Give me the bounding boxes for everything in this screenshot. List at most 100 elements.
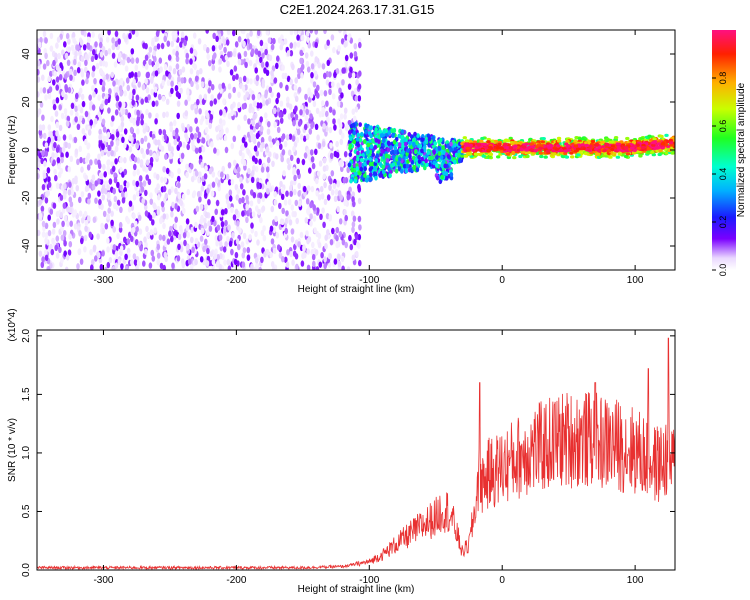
spectrogram-cell xyxy=(38,250,43,257)
spectrogram-cell xyxy=(503,142,508,146)
spectrogram-cell xyxy=(204,238,208,245)
spectrogram-cell xyxy=(170,80,174,87)
spectrogram-cell xyxy=(580,137,585,141)
spectrogram-cell xyxy=(68,196,73,203)
colorbar-tick-label: 0.8 xyxy=(718,72,728,85)
spectrogram-cell xyxy=(208,60,212,67)
spectrogram-cell xyxy=(265,188,270,195)
spectrogram-cell xyxy=(228,240,233,247)
spectrogram-cell xyxy=(106,246,110,253)
spectrogram-cell xyxy=(309,220,313,227)
spectrogram-cell xyxy=(238,76,243,84)
spectrogram-cell xyxy=(199,203,204,211)
spectrogram-cell xyxy=(133,259,138,266)
spectrogram-cell xyxy=(297,72,301,80)
spectrogram-cell xyxy=(237,124,241,131)
spectrogram-cell xyxy=(107,30,111,36)
spectrogram-cell xyxy=(351,254,356,261)
spectrogram-cell xyxy=(180,152,185,159)
spectrogram-cell xyxy=(53,168,57,176)
spectrogram-cell xyxy=(402,163,407,169)
spectrogram-cell xyxy=(93,78,97,85)
spectrogram-cell xyxy=(375,153,380,159)
spectrogram-cell xyxy=(145,108,149,116)
spectrogram-cell xyxy=(227,179,232,186)
spectrogram-cell xyxy=(220,209,225,216)
spectrogram-cell xyxy=(58,74,63,81)
spectrogram-cell xyxy=(319,185,324,193)
spectrogram-cell xyxy=(320,100,325,107)
spectrogram-cell xyxy=(374,138,379,143)
spectrogram-cell xyxy=(126,181,130,188)
spectrogram-cell xyxy=(307,87,311,94)
spectrogram-cell xyxy=(140,113,144,120)
spectrogram-cell xyxy=(391,133,395,139)
spectrogram-cell xyxy=(113,172,117,179)
spectrogram-cell xyxy=(210,190,215,197)
spectrogram-cell xyxy=(156,243,161,251)
spectrogram-cell xyxy=(547,145,552,149)
spectrogram-cell xyxy=(311,253,316,261)
spectrogram-cell xyxy=(90,264,94,270)
spectrogram-cell xyxy=(74,105,78,113)
spectrogram-cell xyxy=(108,178,113,185)
spectrogram-cell xyxy=(114,158,118,165)
spectrogram-cell xyxy=(79,258,84,265)
spectrogram-cell xyxy=(573,144,579,148)
spectrogram-cell xyxy=(569,151,574,155)
spectrogram-cell xyxy=(299,57,303,64)
spectrogram-cell xyxy=(40,193,45,201)
spectrogram-cell xyxy=(306,148,311,155)
spectrogram-cell xyxy=(382,138,386,143)
spectrogram-cell xyxy=(356,241,360,248)
spectrogram-cell xyxy=(286,96,290,103)
spectrogram-cell xyxy=(94,158,98,165)
spectrogram-cell xyxy=(326,194,331,201)
spectrogram-cell xyxy=(98,128,102,136)
spectrogram-cell xyxy=(349,178,353,184)
spectrogram-cell xyxy=(647,134,652,138)
spectrogram-cell xyxy=(41,220,46,228)
spectrogram-cell xyxy=(241,103,246,110)
spectrogram-cell xyxy=(255,262,259,269)
spectrogram-cell xyxy=(66,220,70,227)
spectrogram-cell xyxy=(348,72,352,79)
spectrogram-cell xyxy=(118,226,123,233)
spectrogram-cell xyxy=(297,241,301,248)
spectrogram-cell xyxy=(211,64,216,71)
spectrogram-cell xyxy=(149,192,153,199)
spectrogram-cell xyxy=(275,232,280,239)
spectrogram-cell xyxy=(343,209,347,216)
spectrogram-cell xyxy=(474,146,479,150)
spectrogram-cell xyxy=(213,98,217,105)
spectrogram-cell xyxy=(305,230,309,237)
spectrogram-cell xyxy=(385,158,390,163)
spectrogram-cell xyxy=(78,210,83,217)
spectrogram-cell xyxy=(172,48,176,55)
spectrogram-cell xyxy=(229,69,234,76)
spectrogram-cell xyxy=(106,150,111,157)
spectrogram-cell xyxy=(312,204,316,211)
spectrogram-cell xyxy=(53,70,57,77)
spectrogram-cell xyxy=(84,225,88,232)
spectrogram-cell xyxy=(111,165,116,172)
spectrogram-cell xyxy=(66,59,71,66)
snr-x-axis: -300 -200 -100 0 100 xyxy=(93,330,644,586)
spectrogram-cell xyxy=(205,118,209,126)
spectrogram-cell xyxy=(346,166,351,174)
spectrogram-cell xyxy=(619,140,624,144)
spectrogram-cell xyxy=(344,214,349,222)
spectrogram-cell xyxy=(310,77,314,84)
spectrogram-cell xyxy=(117,125,122,132)
spectrogram-cell xyxy=(337,190,342,197)
spectrogram-cell xyxy=(125,77,130,84)
spectrogram-cell xyxy=(240,58,244,66)
spectrogram-cell xyxy=(175,55,180,62)
spectrogram-cell xyxy=(169,125,173,132)
spectrogram-cell xyxy=(113,195,118,203)
spectrogram-cell xyxy=(265,30,270,36)
spectrogram-cell xyxy=(309,30,314,34)
spectrogram-cell xyxy=(262,235,267,242)
spectrogram-cell xyxy=(69,220,73,227)
spectrogram-cell xyxy=(323,90,328,97)
